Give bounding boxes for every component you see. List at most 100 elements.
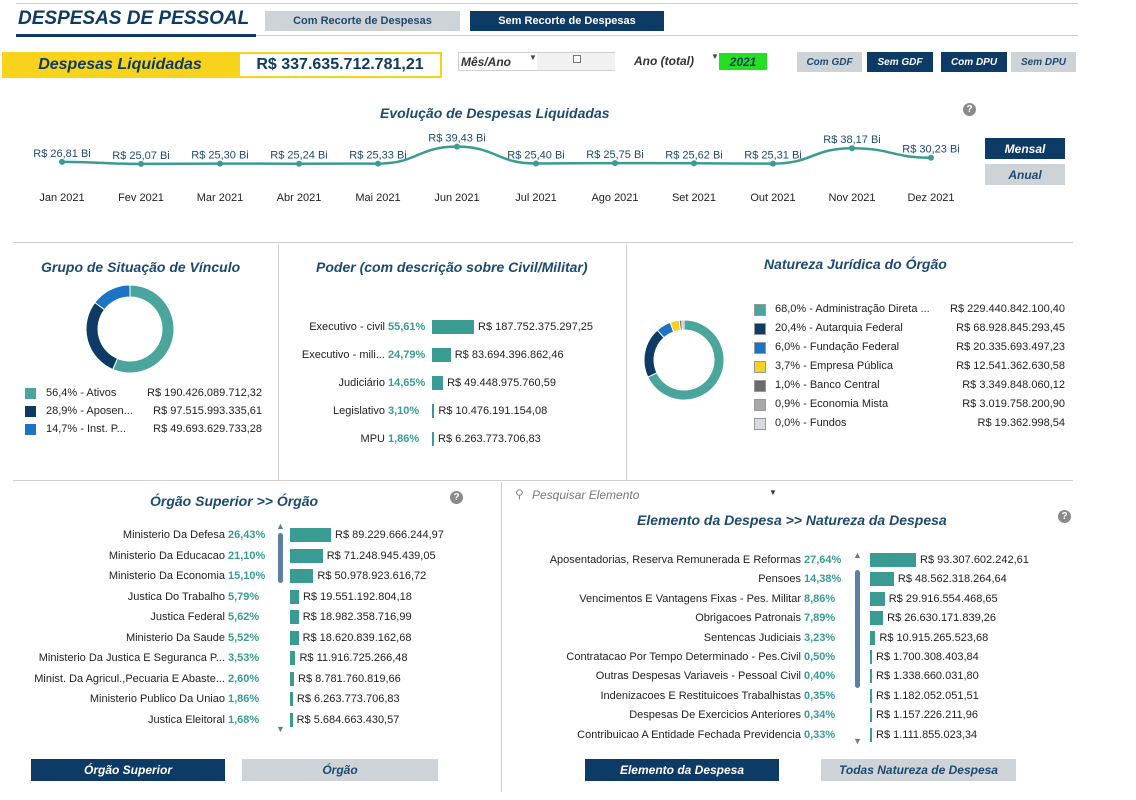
monthly-button[interactable]: Mensal: [985, 138, 1065, 159]
data-point[interactable]: [849, 145, 855, 152]
checkbox-icon[interactable]: [573, 55, 581, 63]
x-tick-label: Jan 2021: [39, 192, 84, 204]
bar[interactable]: [870, 572, 894, 587]
natureza-donut: [643, 319, 725, 401]
elemento-button[interactable]: Elemento da Despesa: [585, 759, 779, 781]
data-label: R$ 25,33 Bi: [349, 150, 406, 162]
donut-slice[interactable]: [85, 301, 119, 371]
data-point[interactable]: [59, 158, 65, 165]
bar-percent: 5,79%: [228, 590, 260, 603]
page-title: DESPESAS DE PESSOAL: [18, 8, 250, 29]
bar[interactable]: [870, 727, 872, 742]
x-tick-label: Nov 2021: [828, 192, 875, 204]
bar-category-label: Justica Federal: [150, 611, 225, 623]
bar-value: R$ 50.978.923.616,72: [317, 570, 427, 582]
legend-swatch: [754, 361, 766, 373]
annual-button[interactable]: Anual: [985, 164, 1065, 185]
scroll-down-icon[interactable]: ▼: [276, 724, 285, 734]
bar[interactable]: [432, 432, 434, 446]
tab-com-recorte[interactable]: Com Recorte de Despesas: [265, 11, 460, 31]
bar-percent: 21,10%: [228, 549, 266, 562]
scroll-up-icon[interactable]: ▲: [276, 521, 285, 531]
bar[interactable]: [290, 528, 331, 542]
data-point[interactable]: [217, 160, 223, 167]
bar-category-label: Obrigacoes Patronais: [695, 612, 801, 625]
scrollbar-thumb[interactable]: [278, 533, 283, 583]
help-icon[interactable]: ?: [450, 491, 463, 504]
bar-category-label: Aposentadorias, Reserva Remunerada E Ref…: [549, 554, 801, 566]
bar[interactable]: [870, 630, 876, 645]
orgao-button[interactable]: Órgão: [242, 759, 438, 781]
orgao-superior-button[interactable]: Órgão Superior: [31, 759, 225, 781]
bar-value: R$ 1.338.660.031,80: [876, 670, 979, 683]
help-icon[interactable]: ?: [1058, 510, 1071, 523]
data-point[interactable]: [533, 160, 539, 167]
bar-value: R$ 1.700.308.403,84: [876, 651, 979, 663]
bar[interactable]: [870, 591, 885, 606]
bar[interactable]: [870, 650, 872, 664]
bar[interactable]: [290, 712, 293, 727]
scroll-up-icon[interactable]: ▲: [853, 550, 862, 560]
bar[interactable]: [432, 348, 451, 362]
bar[interactable]: [290, 671, 295, 686]
bar-percent: 3,53%: [228, 652, 260, 664]
data-point[interactable]: [770, 160, 776, 167]
help-icon[interactable]: ?: [963, 103, 976, 116]
bar-value: R$ 93.307.602.242,61: [920, 554, 1029, 566]
donut-slice[interactable]: [643, 329, 665, 378]
com-gdf-button[interactable]: Com GDF: [797, 52, 862, 72]
data-point[interactable]: [375, 160, 381, 167]
bar-category-label: Executivo - civil: [309, 321, 385, 333]
bar-percent: 0,33%: [804, 728, 836, 741]
legend-label: 6,0% - Fundação Federal: [775, 341, 900, 353]
bar-value: R$ 83.694.396.862,46: [454, 349, 564, 361]
data-point[interactable]: [454, 143, 460, 150]
bar[interactable]: [290, 651, 296, 665]
bar[interactable]: [432, 320, 474, 334]
data-point[interactable]: [296, 160, 302, 167]
tab-sem-recorte[interactable]: Sem Recorte de Despesas: [470, 11, 664, 31]
data-point[interactable]: [138, 160, 144, 167]
scrollbar-thumb[interactable]: [855, 570, 860, 688]
donut-slice[interactable]: [681, 319, 685, 331]
bar[interactable]: [290, 692, 293, 706]
bar[interactable]: [290, 589, 299, 604]
year-filter[interactable]: Ano (total) ▼: [632, 52, 720, 71]
data-point[interactable]: [612, 160, 618, 167]
legend-swatch: [754, 342, 766, 354]
bar[interactable]: [870, 669, 872, 684]
bar[interactable]: [870, 553, 916, 567]
x-tick-label: Ago 2021: [591, 192, 638, 204]
bar[interactable]: [432, 404, 435, 418]
month-filter[interactable]: Mês/Ano ▼: [458, 52, 615, 71]
bar[interactable]: [870, 708, 872, 723]
sem-dpu-button[interactable]: Sem DPU: [1011, 52, 1076, 72]
legend-value: R$ 20.335.693.497,23: [956, 341, 1065, 353]
bar[interactable]: [290, 569, 314, 583]
bar[interactable]: [290, 548, 323, 563]
month-filter-label: Mês/Ano: [461, 55, 512, 69]
search-elemento[interactable]: ⚲ Pesquisar Elemento ▼: [513, 487, 778, 503]
natureza-despesa-button[interactable]: Todas Natureza de Despesa: [821, 759, 1016, 781]
bar-category-label: Despesas De Exercicios Anteriores: [629, 709, 801, 722]
data-label: R$ 39,43 Bi: [428, 133, 485, 145]
bar-percent: 1,86%: [388, 433, 420, 445]
sem-gdf-button[interactable]: Sem GDF: [867, 52, 933, 72]
bar-category-label: Ministerio Publico Da Uniao: [89, 693, 225, 705]
bar[interactable]: [432, 376, 444, 390]
scroll-down-icon[interactable]: ▼: [853, 736, 862, 746]
bar-category-label: Ministerio Da Justica E Seguranca P...: [38, 652, 225, 664]
bar[interactable]: [870, 611, 884, 626]
data-label: R$ 25,30 Bi: [191, 150, 248, 162]
data-point[interactable]: [691, 160, 697, 167]
data-point[interactable]: [928, 154, 934, 161]
com-dpu-button[interactable]: Com DPU: [941, 52, 1007, 72]
year-value[interactable]: 2021: [719, 53, 767, 70]
x-tick-label: Mar 2021: [197, 192, 243, 204]
bar[interactable]: [290, 630, 299, 645]
bar[interactable]: [870, 688, 872, 703]
legend-value: R$ 19.362.998,54: [977, 417, 1065, 429]
bar[interactable]: [290, 610, 299, 624]
donut-slice[interactable]: [94, 284, 131, 311]
x-tick-label: Set 2021: [672, 192, 716, 204]
